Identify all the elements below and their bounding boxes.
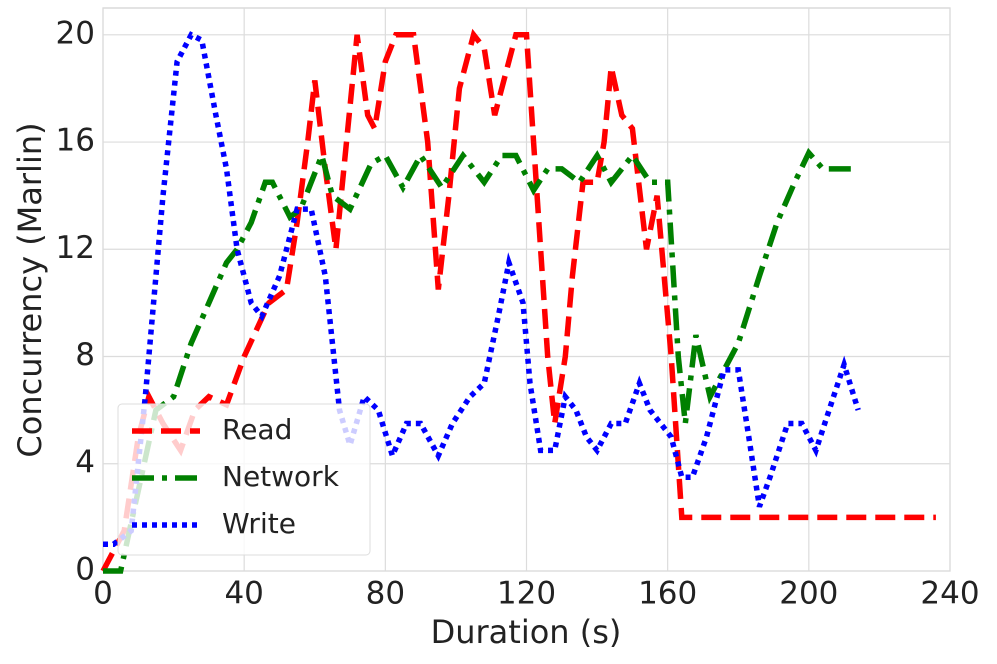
x-tick-label: 0 [93,576,113,612]
x-tick-label: 120 [497,576,556,612]
y-tick-label: 4 [75,444,95,480]
legend-box [117,403,371,556]
legend-label: Read [222,413,292,446]
y-tick-label: 8 [75,337,95,373]
x-tick-label: 200 [779,576,838,612]
data-line [100,28,936,573]
x-tick-label: 240 [920,576,979,612]
y-tick-label: 0 [75,552,95,588]
y-tick-label: 16 [56,123,95,159]
y-axis-label: Concurrency (Marlin) [11,122,49,457]
legend-label: Write [222,507,296,540]
x-axis-label: Duration (s) [431,613,622,651]
y-tick-label: 12 [56,230,95,266]
x-tick-label: 160 [638,576,697,612]
y-tick-label: 20 [56,15,95,51]
x-tick-label: 40 [224,576,263,612]
data-line [103,31,861,547]
x-tick-label: 80 [366,576,405,612]
legend-label: Network [222,460,340,493]
legend: Read Network Write [117,403,371,556]
